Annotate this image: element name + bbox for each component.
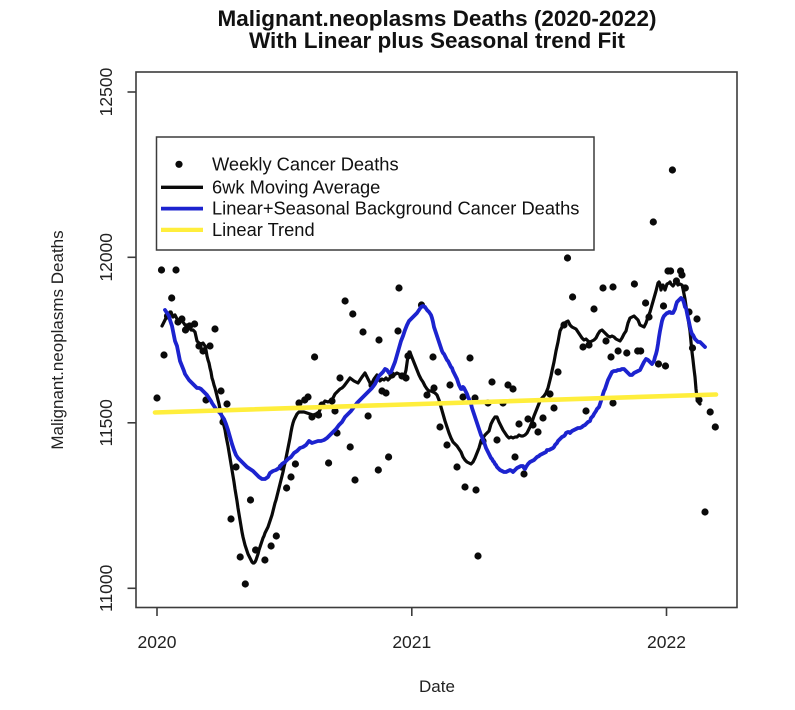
svg-text:Date: Date <box>419 677 455 696</box>
svg-text:2020: 2020 <box>138 632 177 652</box>
svg-text:With Linear plus Seasonal tren: With Linear plus Seasonal trend Fit <box>249 28 626 53</box>
svg-text:Malignant.neoplasms Deaths: Malignant.neoplasms Deaths <box>48 230 67 449</box>
svg-text:2021: 2021 <box>392 632 431 652</box>
svg-text:11500: 11500 <box>96 399 116 447</box>
svg-text:Weekly Cancer Deaths: Weekly Cancer Deaths <box>212 153 399 174</box>
svg-text:Malignant.neoplasms Deaths (20: Malignant.neoplasms Deaths (2020-2022) <box>218 6 657 31</box>
svg-text:Linear+Seasonal Background Can: Linear+Seasonal Background Cancer Deaths <box>212 198 579 219</box>
svg-text:2022: 2022 <box>647 632 686 652</box>
svg-text:Linear Trend: Linear Trend <box>212 219 315 240</box>
svg-text:11000: 11000 <box>96 564 116 612</box>
svg-text:6wk Moving Average: 6wk Moving Average <box>212 176 380 197</box>
svg-text:12500: 12500 <box>96 67 116 116</box>
svg-text:12000: 12000 <box>96 233 116 282</box>
